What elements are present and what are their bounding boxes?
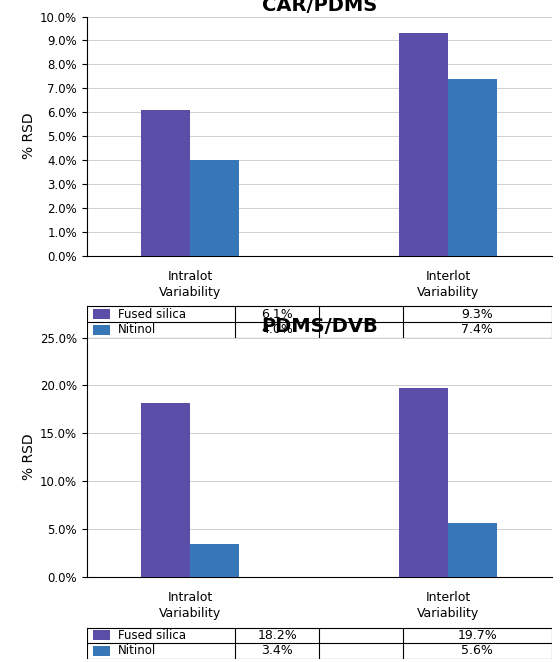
Text: 5.6%: 5.6% [461, 644, 493, 657]
Text: 6.1%: 6.1% [262, 308, 293, 321]
Text: Fused silica: Fused silica [118, 629, 186, 642]
Bar [94, 630, 110, 640]
Y-axis label: % RSD: % RSD [22, 113, 36, 160]
Bar [449, 523, 497, 577]
Text: Intralot
Variability: Intralot Variability [159, 270, 221, 299]
Bar [94, 309, 110, 319]
Text: 4.0%: 4.0% [262, 323, 293, 336]
Title: PDMS/DVB: PDMS/DVB [261, 317, 377, 336]
Bar [141, 402, 190, 577]
Bar [141, 110, 190, 256]
Y-axis label: % RSD: % RSD [22, 434, 36, 481]
Bar [399, 389, 449, 577]
Bar [449, 79, 497, 256]
Text: 7.4%: 7.4% [461, 323, 493, 336]
Bar [399, 33, 449, 256]
Bar [94, 325, 110, 335]
Bar [94, 646, 110, 656]
Text: 19.7%: 19.7% [458, 629, 497, 642]
Text: Intralot
Variability: Intralot Variability [159, 591, 221, 620]
Title: CAR/PDMS: CAR/PDMS [262, 0, 377, 15]
Text: Nitinol: Nitinol [118, 644, 156, 657]
Text: Fused silica: Fused silica [118, 308, 186, 321]
Text: Interlot
Variability: Interlot Variability [417, 270, 479, 299]
Text: Nitinol: Nitinol [118, 323, 156, 336]
Bar [190, 160, 239, 256]
Text: 3.4%: 3.4% [262, 644, 293, 657]
Text: 9.3%: 9.3% [461, 308, 493, 321]
Text: Interlot
Variability: Interlot Variability [417, 591, 479, 620]
Bar [190, 544, 239, 577]
Text: 18.2%: 18.2% [258, 629, 297, 642]
